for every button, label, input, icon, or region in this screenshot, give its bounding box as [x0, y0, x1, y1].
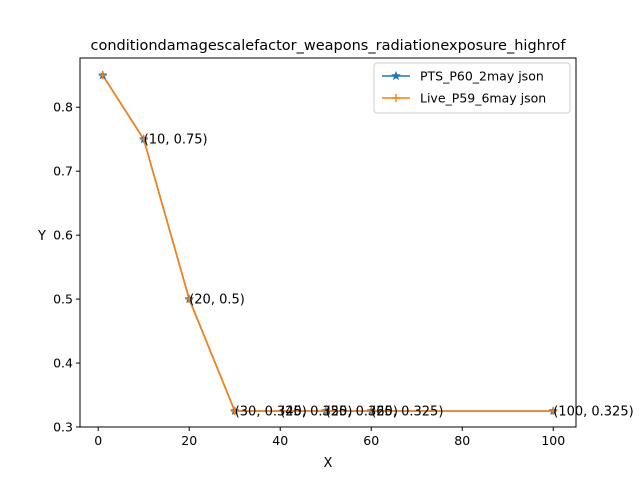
data-label: (20, 0.5) — [189, 293, 245, 308]
data-label: (100, 0.325) — [553, 405, 633, 420]
y-tick-label: 0.6 — [53, 228, 73, 243]
y-tick-label: 0.3 — [53, 420, 73, 435]
x-tick-label: 40 — [272, 433, 288, 448]
data-point-plus — [549, 407, 558, 416]
legend-label: Live_P59_6may json — [420, 91, 546, 106]
legend-marker-star — [391, 70, 401, 81]
data-point-plus — [321, 407, 330, 416]
data-label: (10, 0.75) — [144, 133, 208, 148]
x-tick-label: 20 — [181, 433, 197, 448]
data-label: (30, 0.325) — [235, 405, 307, 420]
x-tick-label: 100 — [541, 433, 565, 448]
y-tick-label: 0.5 — [53, 292, 73, 307]
data-point-plus — [139, 135, 148, 144]
x-tick-label: 80 — [454, 433, 470, 448]
x-tick-label: 0 — [94, 433, 102, 448]
legend-marker-plus — [392, 94, 400, 102]
legend-box — [373, 62, 571, 114]
y-tick-label: 0.7 — [53, 164, 73, 179]
y-tick-label: 0.4 — [53, 356, 73, 371]
y-axis-label: Y — [37, 229, 46, 244]
data-label: (50, 0.325) — [326, 405, 398, 420]
data-label: (60, 0.325) — [371, 405, 443, 420]
chart-title: conditiondamagescalefactor_weapons_radia… — [91, 38, 567, 54]
data-point-plus — [185, 295, 194, 304]
legend-label: PTS_P60_2may json — [420, 69, 544, 84]
plot-area: 0 20 40 60 80 100 0.3 0.4 0.5 0.6 0.7 0.8 (10, 0.75)… — [53, 57, 634, 448]
y-tick-label: 0.8 — [53, 100, 73, 115]
x-axis-label: X — [324, 456, 333, 471]
x-tick-label: 60 — [363, 433, 379, 448]
plot-frame — [79, 57, 577, 428]
data-point-plus — [367, 407, 376, 416]
data-point-plus — [98, 71, 107, 80]
data-point-plus — [230, 407, 239, 416]
data-label: (40, 0.325) — [280, 405, 352, 420]
